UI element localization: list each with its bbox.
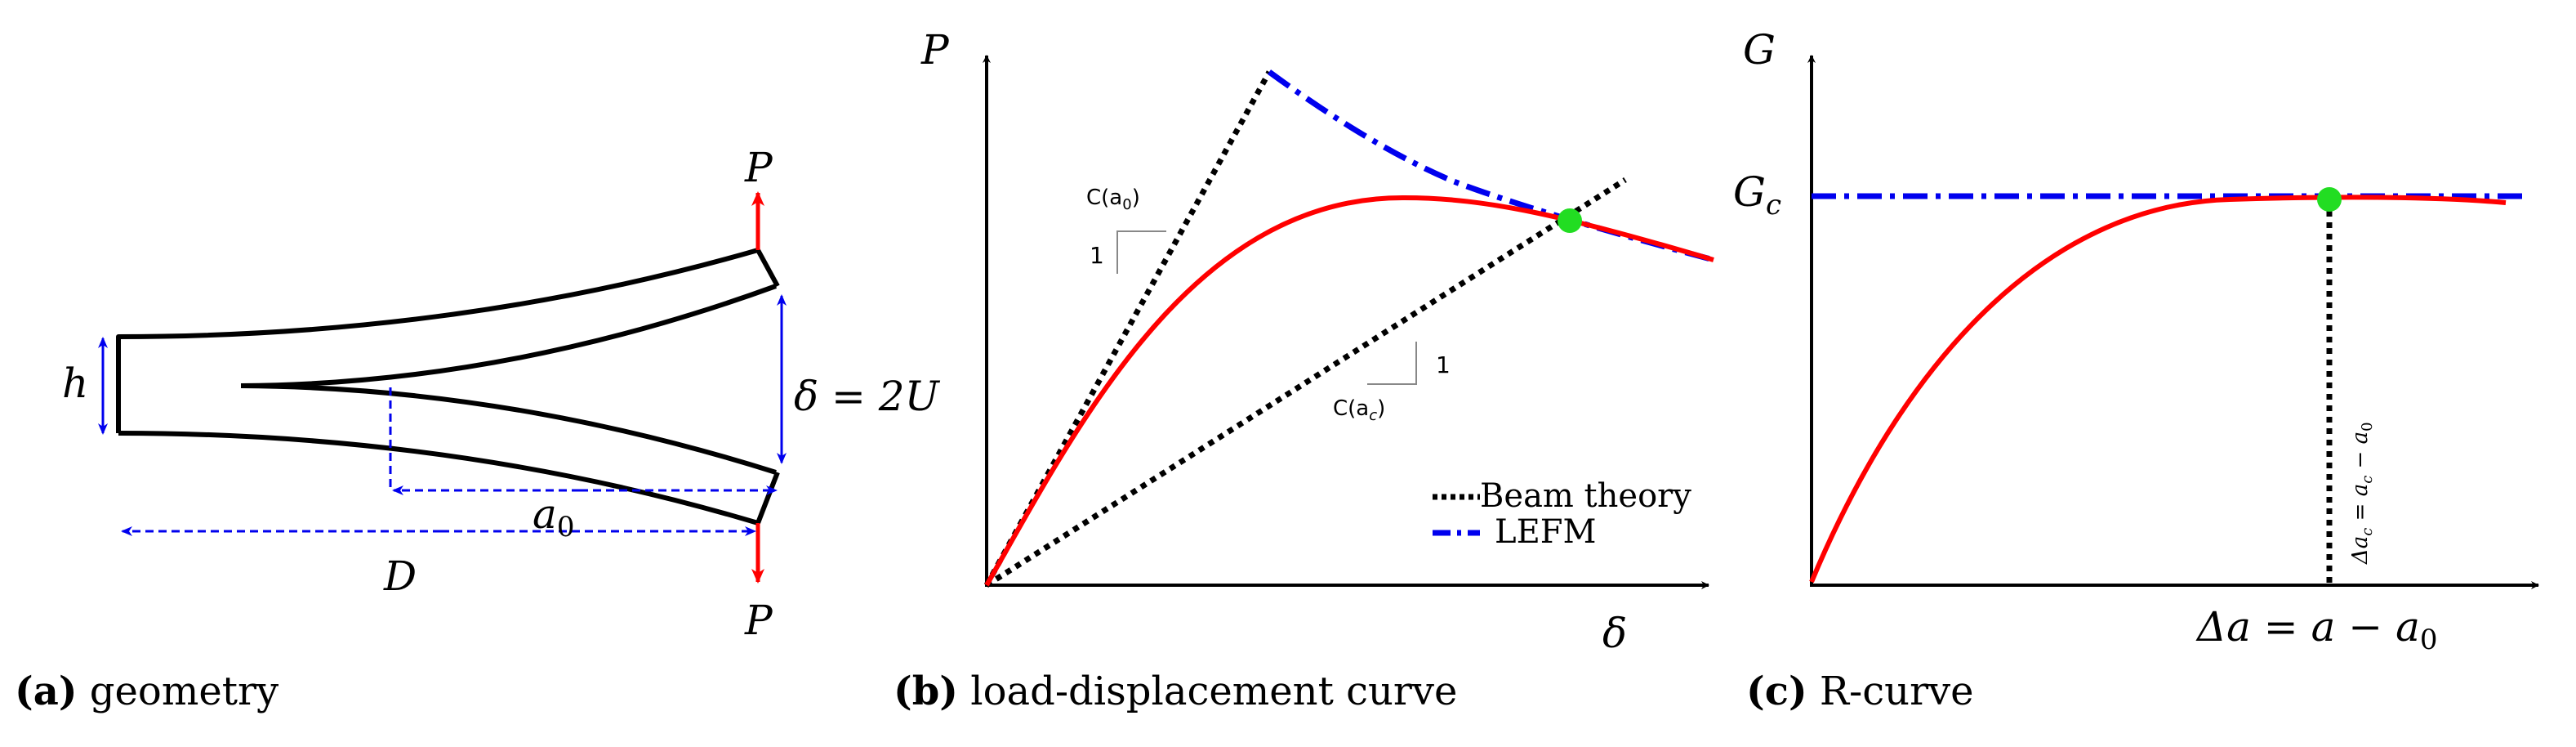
label-h: h <box>62 360 88 407</box>
gc-label: Gc <box>1733 168 1781 221</box>
upper-arm-inner <box>240 284 778 388</box>
label-delta: δ = 2U <box>794 373 941 420</box>
critical-point-b <box>1558 208 1582 233</box>
xlabel-b: δ <box>1602 610 1627 657</box>
critical-point-c <box>2317 187 2342 212</box>
caption-a: (a) geometry <box>15 669 279 714</box>
slope-ac-label: C(ac) <box>1333 396 1385 424</box>
panel-c: Δac = ac − a0 G Gc Δa = a − a0 (c) R-cur… <box>1733 26 2539 714</box>
caption-b: (b) load-displacement curve <box>894 669 1457 714</box>
lower-arm-tip <box>755 471 780 525</box>
beam-theory-line-ac <box>985 177 1627 588</box>
critical-extension-label: Δac = ac − a0 <box>2348 422 2376 565</box>
legend-b: Beam theory LEFM <box>1433 477 1691 551</box>
label-P-bottom: P <box>744 597 773 644</box>
slope-triangle-a0 <box>1116 230 1166 274</box>
caption-c: (c) R-curve <box>1746 669 1974 714</box>
beam-outline-upper <box>116 248 759 433</box>
r-curve <box>1809 195 2507 584</box>
label-D: D <box>383 552 417 600</box>
panel-b: C(a0) 1 1 C(ac) Beam theory LEFM P δ (b)… <box>894 26 1714 714</box>
lower-arm-inner <box>240 383 777 475</box>
ylabel-b: P <box>920 26 950 74</box>
panel-a: P P h δ = 2U a0 D (a) geometry <box>15 144 941 714</box>
upper-arm-tip <box>755 248 780 288</box>
label-P-top: P <box>744 144 773 191</box>
legend-label-beam-theory: Beam theory <box>1480 477 1691 515</box>
beam-outline-lower <box>118 431 759 526</box>
label-a0: a0 <box>533 490 574 543</box>
slope-triangle-ac <box>1367 342 1417 385</box>
slope-a0-label: C(a0) <box>1086 186 1140 213</box>
slope-a0-one: 1 <box>1090 242 1104 269</box>
xlabel-c: Δa = a − a0 <box>2195 603 2438 656</box>
legend-label-lefm: LEFM <box>1495 513 1596 551</box>
slope-ac-one: 1 <box>1436 351 1451 378</box>
ylabel-c: G <box>1743 26 1776 74</box>
lefm-curve <box>1267 69 1714 263</box>
